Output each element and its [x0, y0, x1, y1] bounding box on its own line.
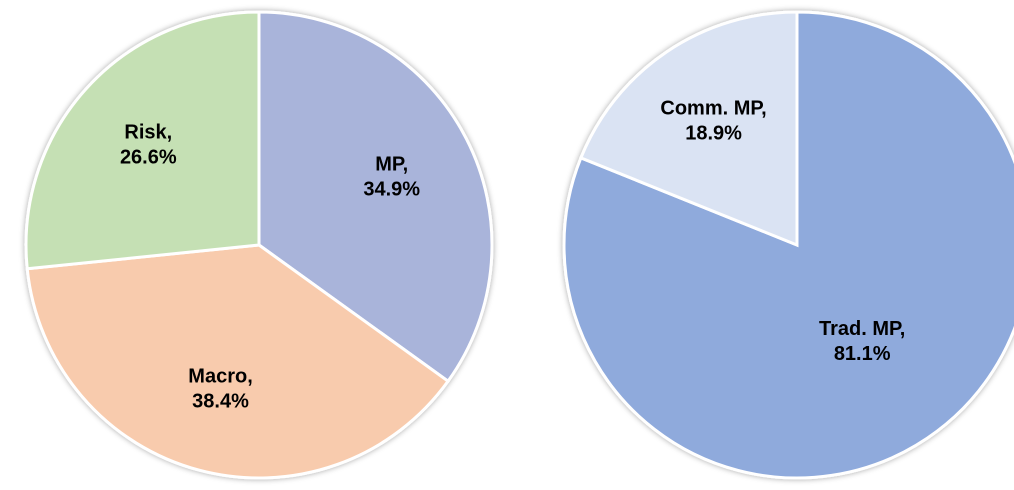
- slice-label: MP,: [375, 153, 408, 175]
- slice-label: Risk,: [124, 121, 172, 143]
- pie: [562, 10, 1014, 480]
- slice-label: Macro,: [188, 365, 252, 387]
- pie-slice: [562, 10, 1014, 480]
- pie-slice: [25, 243, 451, 480]
- pie-slice: [578, 10, 799, 248]
- slice-label: Comm. MP,: [660, 98, 766, 120]
- slice-label: Trad. MP,: [819, 318, 905, 340]
- slice-value-label: 34.9%: [363, 178, 420, 200]
- pie-slice: [24, 10, 261, 271]
- slice-value-label: 38.4%: [192, 390, 249, 412]
- slice-value-label: 18.9%: [685, 123, 742, 145]
- pie-slice: [257, 10, 494, 384]
- slice-value-label: 81.1%: [834, 343, 891, 365]
- pie: [24, 10, 494, 480]
- slice-value-label: 26.6%: [120, 146, 177, 168]
